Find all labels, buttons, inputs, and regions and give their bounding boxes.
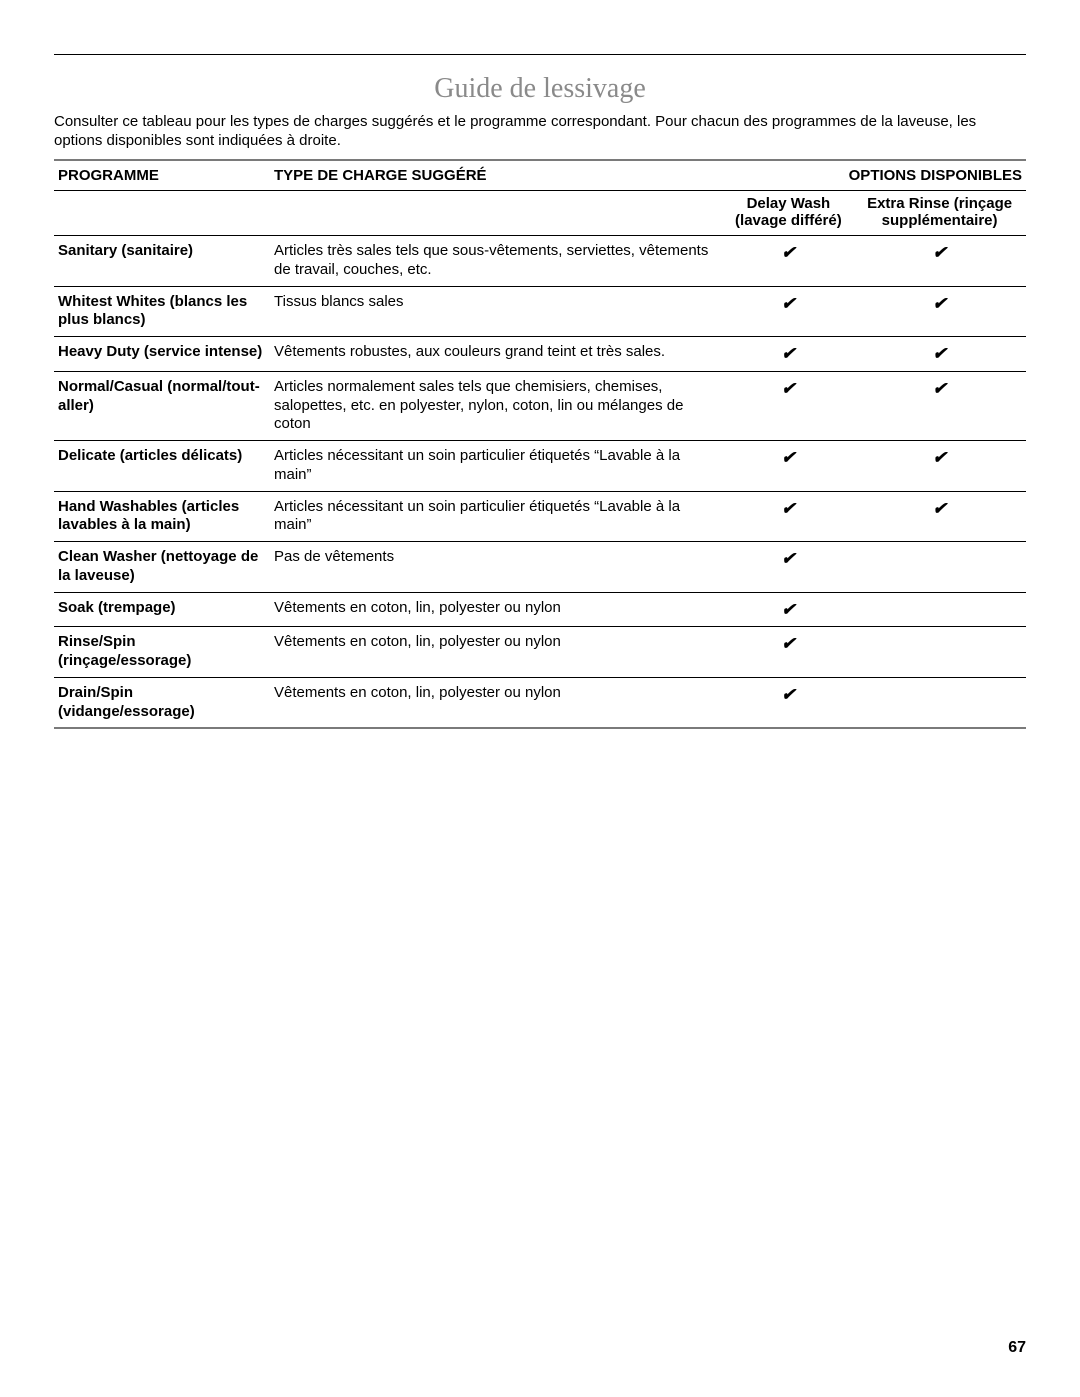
table-row: Hand Washables (articles lavables à la m… xyxy=(54,491,1026,542)
cell-desc: Vêtements en coton, lin, polyester ou ny… xyxy=(270,677,724,728)
cell-desc: Vêtements robustes, aux couleurs grand t… xyxy=(270,337,724,372)
page-number: 67 xyxy=(1008,1339,1026,1357)
table-row: Heavy Duty (service intense) Vêtements r… xyxy=(54,337,1026,372)
cell-delay: ✔ xyxy=(724,371,854,440)
check-icon: ✔ xyxy=(932,448,946,467)
cell-desc: Articles normalement sales tels que chem… xyxy=(270,371,724,440)
cell-rinse: ✔ xyxy=(853,441,1026,492)
check-icon: ✔ xyxy=(932,499,946,518)
check-icon: ✔ xyxy=(781,344,795,363)
cell-programme: Rinse/Spin (rinçage/essorage) xyxy=(54,627,270,678)
cell-rinse: ✔ xyxy=(853,337,1026,372)
cell-delay: ✔ xyxy=(724,627,854,678)
table-row: Delicate (articles délicats) Articles né… xyxy=(54,441,1026,492)
cell-desc: Articles nécessitant un soin particulier… xyxy=(270,441,724,492)
header-options: OPTIONS DISPONIBLES xyxy=(724,160,1026,191)
check-icon: ✔ xyxy=(781,685,795,704)
table-header-row-2: Delay Wash (lavage différé) Extra Rinse … xyxy=(54,190,1026,236)
check-icon: ✔ xyxy=(932,379,946,398)
intro-text: Consulter ce tableau pour les types de c… xyxy=(54,113,1026,151)
cell-desc: Tissus blancs sales xyxy=(270,286,724,337)
cell-delay: ✔ xyxy=(724,592,854,627)
cell-delay: ✔ xyxy=(724,286,854,337)
check-icon: ✔ xyxy=(781,379,795,398)
cell-delay: ✔ xyxy=(724,677,854,728)
page-title: Guide de lessivage xyxy=(54,73,1026,105)
header-delay-wash: Delay Wash (lavage différé) xyxy=(724,190,854,236)
cell-desc: Articles très sales tels que sous-vêteme… xyxy=(270,236,724,287)
cell-programme: Soak (trempage) xyxy=(54,592,270,627)
cell-desc: Articles nécessitant un soin particulier… xyxy=(270,491,724,542)
table-row: Clean Washer (nettoyage de la laveuse) P… xyxy=(54,542,1026,593)
cell-programme: Hand Washables (articles lavables à la m… xyxy=(54,491,270,542)
cell-rinse: ✔ xyxy=(853,491,1026,542)
check-icon: ✔ xyxy=(781,600,795,619)
table-row: Rinse/Spin (rinçage/essorage) Vêtements … xyxy=(54,627,1026,678)
check-icon: ✔ xyxy=(781,294,795,313)
cell-delay: ✔ xyxy=(724,441,854,492)
cell-delay: ✔ xyxy=(724,542,854,593)
check-icon: ✔ xyxy=(932,344,946,363)
check-icon: ✔ xyxy=(781,243,795,262)
header-extra-rinse: Extra Rinse (rinçage supplémentaire) xyxy=(853,190,1026,236)
cell-programme: Clean Washer (nettoyage de la laveuse) xyxy=(54,542,270,593)
cell-desc: Vêtements en coton, lin, polyester ou ny… xyxy=(270,592,724,627)
check-icon: ✔ xyxy=(932,243,946,262)
check-icon: ✔ xyxy=(932,294,946,313)
check-icon: ✔ xyxy=(781,448,795,467)
cell-programme: Normal/Casual (normal/tout-aller) xyxy=(54,371,270,440)
cell-programme: Whitest Whites (blancs les plus blancs) xyxy=(54,286,270,337)
cell-rinse: ✔ xyxy=(853,236,1026,287)
header-programme: PROGRAMME xyxy=(54,160,270,191)
cell-rinse xyxy=(853,592,1026,627)
header-type-charge: TYPE DE CHARGE SUGGÉRÉ xyxy=(270,160,724,191)
table-row: Soak (trempage) Vêtements en coton, lin,… xyxy=(54,592,1026,627)
cell-rinse xyxy=(853,542,1026,593)
table-header-row-1: PROGRAMME TYPE DE CHARGE SUGGÉRÉ OPTIONS… xyxy=(54,160,1026,191)
cell-delay: ✔ xyxy=(724,236,854,287)
cell-programme: Delicate (articles délicats) xyxy=(54,441,270,492)
top-rule xyxy=(54,54,1026,55)
cell-programme: Sanitary (sanitaire) xyxy=(54,236,270,287)
laundering-guide-table: PROGRAMME TYPE DE CHARGE SUGGÉRÉ OPTIONS… xyxy=(54,159,1026,730)
table-body: Sanitary (sanitaire) Articles très sales… xyxy=(54,236,1026,729)
cell-desc: Pas de vêtements xyxy=(270,542,724,593)
cell-programme: Drain/Spin (vidange/essorage) xyxy=(54,677,270,728)
cell-rinse xyxy=(853,677,1026,728)
cell-rinse: ✔ xyxy=(853,286,1026,337)
check-icon: ✔ xyxy=(781,499,795,518)
cell-desc: Vêtements en coton, lin, polyester ou ny… xyxy=(270,627,724,678)
table-row: Normal/Casual (normal/tout-aller) Articl… xyxy=(54,371,1026,440)
cell-delay: ✔ xyxy=(724,337,854,372)
header-blank-2 xyxy=(270,190,724,236)
header-blank-1 xyxy=(54,190,270,236)
check-icon: ✔ xyxy=(781,549,795,568)
table-row: Sanitary (sanitaire) Articles très sales… xyxy=(54,236,1026,287)
cell-rinse: ✔ xyxy=(853,371,1026,440)
check-icon: ✔ xyxy=(781,634,795,653)
table-row: Drain/Spin (vidange/essorage) Vêtements … xyxy=(54,677,1026,728)
table-row: Whitest Whites (blancs les plus blancs) … xyxy=(54,286,1026,337)
cell-programme: Heavy Duty (service intense) xyxy=(54,337,270,372)
cell-rinse xyxy=(853,627,1026,678)
cell-delay: ✔ xyxy=(724,491,854,542)
